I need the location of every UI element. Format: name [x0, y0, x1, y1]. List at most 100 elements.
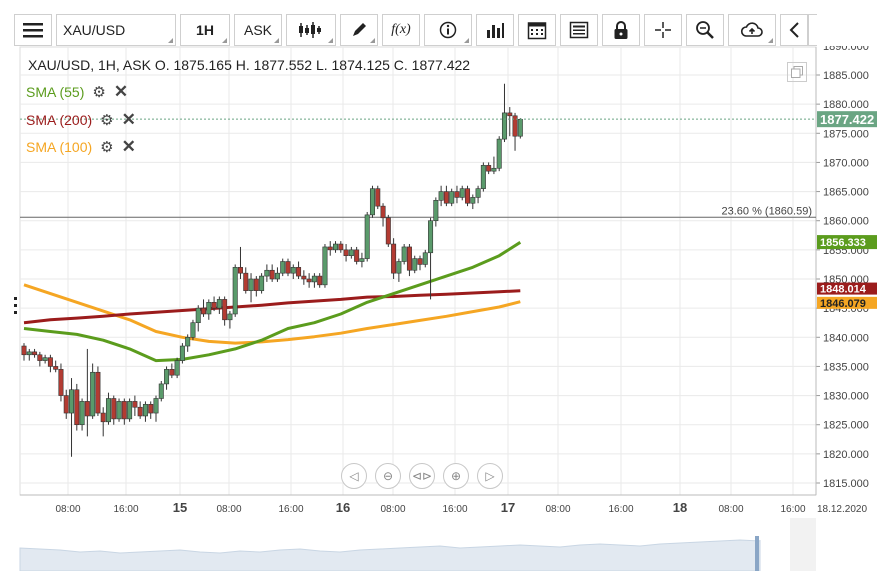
candle: [428, 217, 434, 300]
price-type-selector[interactable]: ASK: [234, 14, 282, 46]
zoom-in-icon: ⊕: [450, 469, 462, 483]
zoom-button[interactable]: [686, 14, 724, 46]
candle-body: [127, 401, 133, 420]
calendar-button[interactable]: [518, 14, 556, 46]
candle-body: [259, 275, 265, 291]
candle-body: [32, 351, 38, 356]
triangle-left-icon: ◁: [349, 469, 359, 483]
candle-body: [201, 307, 207, 315]
close-icon[interactable]: ✕: [121, 137, 136, 156]
fit-button[interactable]: ⊲⊳: [409, 463, 435, 489]
expand-icon: [791, 66, 803, 78]
last-price-label: 1877.422: [820, 112, 874, 127]
sma100-price-label-bg: [817, 296, 877, 309]
chart-type-button[interactable]: [286, 14, 336, 46]
candle: [443, 185, 449, 207]
info-button[interactable]: [424, 14, 472, 46]
candle: [211, 296, 217, 312]
candle: [137, 401, 143, 419]
candle-body: [42, 357, 48, 361]
time-tick-label: 16:00: [442, 504, 467, 515]
close-icon[interactable]: ✕: [121, 110, 136, 129]
candle: [359, 252, 365, 268]
candle: [412, 255, 418, 274]
volume-button[interactable]: [476, 14, 514, 46]
candle: [396, 258, 402, 282]
indicator-label[interactable]: SMA (100): [26, 139, 93, 155]
candle-body: [69, 389, 75, 414]
close-icon[interactable]: ✕: [113, 82, 129, 101]
symbol-selector[interactable]: XAU/USD: [56, 14, 176, 46]
candle: [285, 258, 291, 277]
candle: [274, 267, 280, 282]
candle-body: [174, 360, 180, 376]
time-tick-label: 08:00: [380, 504, 405, 515]
draw-tool-button[interactable]: [340, 14, 378, 46]
news-button[interactable]: [560, 14, 598, 46]
candle-body: [311, 275, 317, 283]
candle: [164, 366, 170, 390]
gear-icon[interactable]: ⚙: [100, 139, 114, 156]
candle-body: [449, 191, 455, 204]
candle-body: [111, 398, 117, 420]
candle: [84, 348, 90, 437]
candle: [227, 311, 233, 329]
candle: [169, 363, 175, 379]
candle: [290, 264, 296, 279]
zoom-out-button[interactable]: ⊖: [375, 463, 401, 489]
gear-icon[interactable]: ⚙: [92, 84, 106, 101]
candle: [438, 185, 444, 207]
candle: [449, 188, 455, 207]
time-tick-label: 16:00: [780, 504, 805, 515]
pan-right-button[interactable]: ▷: [477, 463, 503, 489]
candle: [343, 244, 349, 262]
candle-body: [290, 267, 296, 274]
expand-button[interactable]: [787, 62, 807, 82]
candle: [243, 267, 249, 294]
candle-body: [222, 299, 228, 321]
candle: [100, 407, 106, 437]
candle: [470, 194, 476, 210]
zoom-in-button[interactable]: ⊕: [443, 463, 469, 489]
crosshair-button[interactable]: [644, 14, 682, 46]
indicator-label[interactable]: SMA (55): [26, 84, 85, 100]
fit-icon: ⊲⊳: [411, 469, 433, 483]
navigator-handle: [755, 536, 759, 571]
candle: [127, 398, 133, 422]
lock-icon: [614, 21, 628, 39]
candle: [311, 273, 317, 288]
pan-left-button[interactable]: ◁: [341, 463, 367, 489]
scroll-left-button[interactable]: [780, 14, 808, 46]
sma-line: [23, 241, 522, 363]
candle-body: [179, 345, 185, 361]
candle-body: [105, 398, 111, 423]
timeframe-selector[interactable]: 1H: [180, 14, 230, 46]
cloud-button[interactable]: [728, 14, 776, 46]
candle: [465, 185, 471, 207]
indicators-button[interactable]: f(x): [382, 14, 420, 46]
price-tick-label: 1840.000: [823, 332, 869, 344]
candle: [222, 296, 228, 326]
candle: [21, 343, 27, 361]
candle-body: [264, 269, 270, 277]
candle-body: [491, 167, 497, 172]
candle-body: [100, 412, 106, 423]
timeframe-label: 1H: [196, 22, 214, 38]
candle: [338, 241, 344, 253]
menu-button[interactable]: [14, 14, 52, 46]
candle-body: [406, 246, 412, 271]
indicator-label[interactable]: SMA (200): [26, 112, 93, 128]
price-tick-label: 1820.000: [823, 449, 869, 461]
gear-icon[interactable]: ⚙: [100, 112, 114, 129]
lock-button[interactable]: [602, 14, 640, 46]
candle: [142, 401, 148, 422]
candle: [58, 363, 64, 402]
navigator-scroll: [790, 518, 816, 571]
candle-body: [317, 275, 323, 286]
candle-body: [216, 299, 222, 309]
candle-body: [306, 278, 312, 283]
candle: [406, 244, 412, 277]
candle-body: [359, 258, 365, 262]
candle: [491, 156, 497, 175]
